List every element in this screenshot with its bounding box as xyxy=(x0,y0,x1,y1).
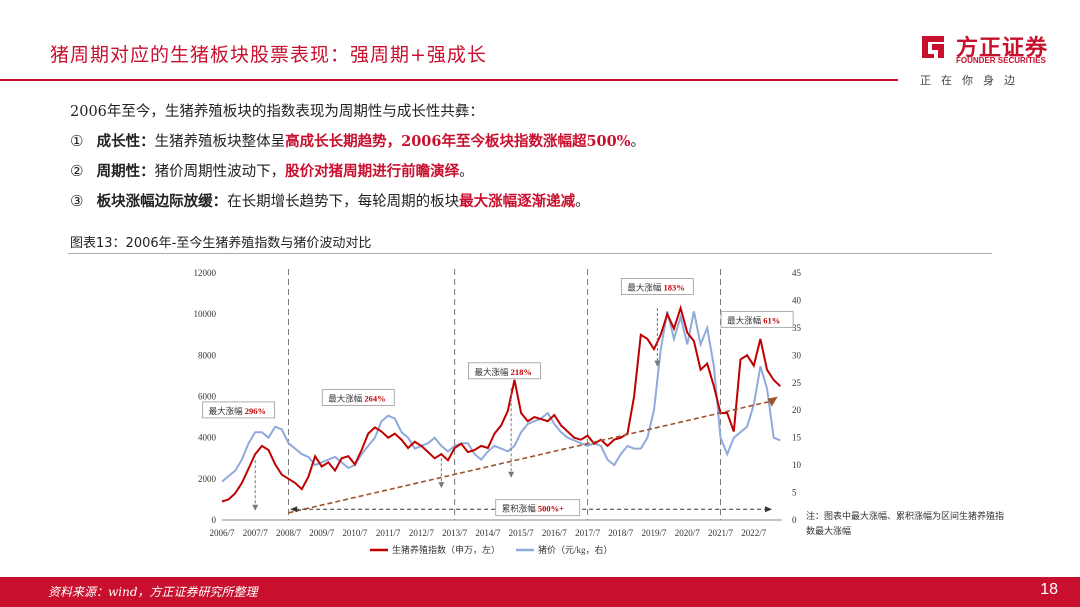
annotation-label: 最大涨幅 218% xyxy=(474,367,531,377)
price-series-line xyxy=(221,311,781,483)
annotation-box xyxy=(620,278,694,295)
annotation-box xyxy=(720,310,794,328)
annotation-label: 最大涨幅 183% xyxy=(627,282,684,292)
cumulative-arrow-left xyxy=(290,506,298,513)
y-right-tick-label: 20 xyxy=(792,405,802,415)
x-tick-label: 2021/7 xyxy=(708,528,734,538)
bullet-tail: 。 xyxy=(575,194,590,210)
x-tick-label: 2018/7 xyxy=(608,528,634,538)
bullet-tail: 。 xyxy=(459,164,474,180)
y-left-tick-label: 6000 xyxy=(198,392,217,402)
x-tick-label: 2009/7 xyxy=(309,528,335,538)
title-divider xyxy=(0,79,898,81)
legend-index-label: 生猪养殖指数（申万，左） xyxy=(392,544,500,555)
y-left-tick-label: 10000 xyxy=(194,309,217,319)
drop-arrow-head xyxy=(438,482,445,489)
drop-arrow-head xyxy=(252,504,259,511)
summary-bullets: 2006年至今，生猪养殖板块的指数表现为周期性与成长性共彝： ① 成长性：生猪养… xyxy=(70,98,645,217)
x-tick-label: 2008/7 xyxy=(276,528,302,538)
annotation-box xyxy=(321,389,395,406)
bullet-text: 在长期增长趋势下，每轮周期的板块 xyxy=(227,194,460,210)
cumulative-arrow-right xyxy=(765,506,773,513)
annotation-value: 500%+ xyxy=(538,504,564,514)
y-right-tick-label: 15 xyxy=(792,433,802,443)
trend-line xyxy=(288,399,774,514)
annotation-value: 61% xyxy=(763,315,780,325)
legend-price-label: 猪价（元/kg，右） xyxy=(538,544,613,555)
annotation-box xyxy=(202,401,276,419)
x-tick-label: 2014/7 xyxy=(475,528,501,538)
drop-arrow-head xyxy=(508,471,515,478)
annotation-label: 最大涨幅 296% xyxy=(209,406,266,416)
brand-name-en: FOUNDER SECURITIES xyxy=(956,56,1046,65)
brand-name-cn: 方正证券 xyxy=(956,36,1049,61)
y-right-tick-label: 35 xyxy=(792,323,802,333)
bullet-slowdown: ③ 板块涨幅边际放缓：在长期增长趋势下，每轮周期的板块最大涨幅逐渐递减。 xyxy=(70,187,645,217)
x-tick-label: 2017/7 xyxy=(575,528,601,538)
annotation-box xyxy=(495,499,581,517)
annotation-value: 218% xyxy=(511,367,532,377)
y-right-tick-label: 25 xyxy=(792,378,802,388)
bullet-text: 生猪养殖板块整体呈 xyxy=(154,134,286,150)
bullet-text: 猪价周期性波动下， xyxy=(154,164,286,180)
y-right-tick-label: 40 xyxy=(792,295,802,305)
page-number: 18 xyxy=(1040,581,1058,598)
x-tick-label: 2006/7 xyxy=(209,528,235,538)
bullet-label: 周期性： xyxy=(96,163,155,180)
trend-arrowhead xyxy=(767,396,778,407)
y-left-tick-label: 8000 xyxy=(198,350,217,360)
annotation-value: 296% xyxy=(245,406,266,416)
x-tick-label: 2016/7 xyxy=(542,528,568,538)
x-tick-label: 2012/7 xyxy=(409,528,435,538)
brand-mark-icon xyxy=(922,36,944,58)
annotation-label: 最大涨幅 264% xyxy=(328,394,385,404)
summary-intro: 2006年至今，生猪养殖板块的指数表现为周期性与成长性共彝： xyxy=(70,104,484,120)
y-right-tick-label: 5 xyxy=(792,488,797,498)
brand-slogan: 正在你身边 xyxy=(920,74,1025,87)
index-series-line xyxy=(221,304,781,503)
bullet-highlight: 最大涨幅逐渐递减 xyxy=(459,193,576,210)
bullet-highlight: 股价对猪周期进行前瞻演绎 xyxy=(285,163,460,180)
x-tick-label: 2020/7 xyxy=(675,528,701,538)
bullet-growth: ① 成长性：生猪养殖板块整体呈高成长长期趋势，2006年至今板块指数涨幅超500… xyxy=(70,127,645,157)
bullet-cycle: ② 周期性：猪价周期性波动下，股价对猪周期进行前瞻演绎。 xyxy=(70,157,645,187)
y-left-tick-label: 12000 xyxy=(194,268,217,278)
x-tick-label: 2015/7 xyxy=(509,528,535,538)
footer-bar: 资料来源：wind，方正证券研究所整理 18 xyxy=(0,577,1080,607)
x-tick-label: 2022/7 xyxy=(741,528,767,538)
y-right-tick-label: 45 xyxy=(792,268,802,278)
annotation-label: 累积涨幅 500%+ xyxy=(502,504,564,514)
y-right-tick-label: 10 xyxy=(792,460,802,470)
y-left-tick-label: 4000 xyxy=(198,433,217,443)
x-tick-label: 2007/7 xyxy=(243,528,269,538)
annotation-box xyxy=(468,362,541,380)
y-left-tick-label: 0 xyxy=(212,515,217,525)
x-tick-label: 2013/7 xyxy=(442,528,468,538)
brand-logo: 方正证券 FOUNDER SECURITIES 正在你身边 xyxy=(918,32,1058,87)
annotation-value: 264% xyxy=(364,394,385,404)
x-tick-label: 2019/7 xyxy=(642,528,668,538)
bullet-label: 板块涨幅边际放缓： xyxy=(96,193,228,210)
annotation-label: 最大涨幅 61% xyxy=(727,315,780,325)
chart-caption: 图表13：2006年-至今生猪养殖指数与猪价波动对比 xyxy=(70,236,372,251)
x-tick-label: 2010/7 xyxy=(342,528,368,538)
x-tick-label: 2011/7 xyxy=(376,528,401,538)
y-right-tick-label: 0 xyxy=(792,515,797,525)
y-right-tick-label: 30 xyxy=(792,350,802,360)
source-note: 资料来源：wind，方正证券研究所整理 xyxy=(48,585,258,599)
y-left-tick-label: 2000 xyxy=(198,474,217,484)
chart-note: 注：图表中最大涨幅、累积涨幅为区间生猪养殖指数最大涨幅 xyxy=(806,512,1005,537)
page-title: 猪周期对应的生猪板块股票表现：强周期+强成长 xyxy=(50,44,487,66)
bullet-tail: 。 xyxy=(630,134,646,150)
chart: 0 2000 4000 6000 8000 10000 12000 0 5 10 15 20 25 30 3… xyxy=(194,268,802,555)
caption-divider xyxy=(68,253,992,254)
drop-arrow-head xyxy=(654,360,661,367)
annotation-value: 183% xyxy=(664,282,685,292)
bullet-highlight: 高成长长期趋势，2006年至今板块指数涨幅超500% xyxy=(285,133,631,150)
bullet-label: 成长性： xyxy=(96,133,155,150)
